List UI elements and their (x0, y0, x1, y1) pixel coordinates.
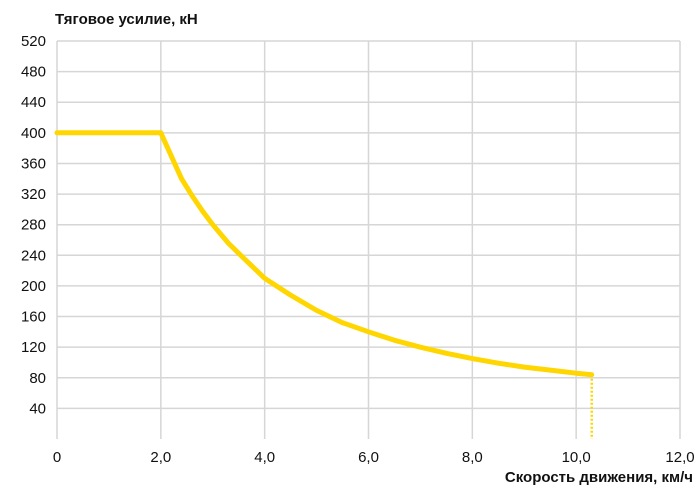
x-axis-title: Скорость движения, км/ч (505, 469, 693, 486)
x-tick-label: 10,0 (562, 449, 591, 466)
y-tick-label: 80 (29, 370, 46, 387)
y-tick-label: 520 (21, 33, 46, 50)
y-axis-title: Тяговое усилие, кН (55, 11, 198, 28)
x-axis-ticks: 0 2,0 4,0 6,0 8,0 10,0 12,0 (53, 449, 695, 466)
y-axis-ticks: 40 80 120 160 200 240 280 320 360 400 440 480 520 (21, 33, 46, 417)
y-tick-label: 440 (21, 94, 46, 111)
y-tick-label: 360 (21, 155, 46, 172)
y-tick-label: 200 (21, 278, 46, 295)
y-tick-label: 400 (21, 125, 46, 142)
x-tick-label: 4,0 (254, 449, 275, 466)
x-tick-label: 6,0 (358, 449, 379, 466)
x-tick-label: 12,0 (665, 449, 694, 466)
y-tick-label: 480 (21, 64, 46, 81)
y-tick-label: 120 (21, 339, 46, 356)
series-line-0 (54, 130, 595, 378)
y-tick-label: 280 (21, 217, 46, 234)
y-tick-label: 160 (21, 309, 46, 326)
y-tick-label: 240 (21, 247, 46, 264)
x-tick-label: 0 (53, 449, 61, 466)
y-tick-label: 40 (29, 400, 46, 417)
y-tick-label: 320 (21, 186, 46, 203)
x-tick-label: 2,0 (150, 449, 171, 466)
series-layer (54, 130, 595, 439)
grid-lines (56, 40, 681, 439)
x-tick-label: 8,0 (462, 449, 483, 466)
